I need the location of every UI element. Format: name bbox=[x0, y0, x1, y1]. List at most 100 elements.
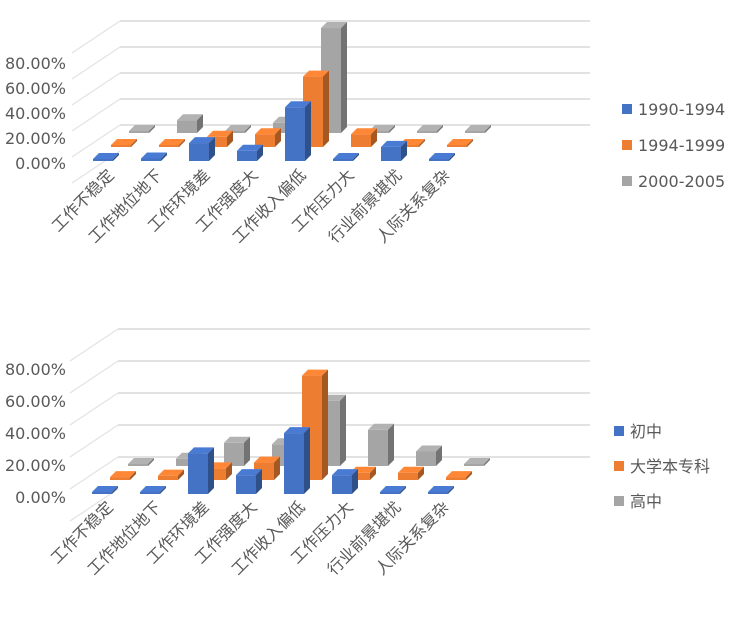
legend-label: 2000-2005 bbox=[638, 172, 725, 191]
bar-side bbox=[178, 469, 184, 480]
bar-front bbox=[416, 451, 436, 466]
bar-2000-2005-人际关系复杂 bbox=[465, 125, 491, 133]
bar-front bbox=[255, 134, 275, 147]
bar-side bbox=[466, 471, 472, 480]
bar-front bbox=[177, 120, 197, 133]
bar-side bbox=[257, 144, 263, 161]
bar-side bbox=[371, 128, 377, 147]
bar-front bbox=[206, 468, 226, 480]
side-gridline bbox=[69, 488, 119, 522]
bar-side bbox=[467, 139, 473, 147]
bar-front bbox=[273, 122, 293, 133]
bar-side bbox=[161, 152, 167, 161]
legend-label: 1990-1994 bbox=[638, 100, 725, 119]
bar-front bbox=[332, 475, 352, 494]
bar-side bbox=[130, 471, 136, 480]
bar-side bbox=[436, 445, 442, 466]
y-tick-label: 40.00% bbox=[5, 104, 66, 123]
bar-大学本专科-工作地位地下 bbox=[158, 469, 184, 480]
bar-side bbox=[160, 486, 166, 494]
bar-top bbox=[416, 445, 442, 452]
bar-side bbox=[400, 486, 406, 494]
bar-top bbox=[303, 70, 329, 77]
bar-front bbox=[158, 475, 178, 480]
bar-top bbox=[92, 486, 118, 492]
legend-item: 1990-1994 bbox=[622, 100, 725, 119]
bar-大学本专科-人际关系复杂 bbox=[446, 471, 472, 480]
legend-label: 1994-1999 bbox=[638, 136, 725, 155]
bar-side bbox=[244, 436, 250, 466]
bar-top bbox=[189, 137, 215, 144]
y-tick-label: 80.00% bbox=[5, 360, 66, 379]
bar-初中-工作地位地下 bbox=[140, 486, 166, 494]
bar-top bbox=[159, 139, 185, 145]
legend-swatch bbox=[622, 104, 632, 114]
bar-side bbox=[323, 70, 329, 147]
bar-1994-1999-工作地位地下 bbox=[159, 139, 185, 147]
legend-label: 初中 bbox=[630, 422, 662, 441]
bar-top bbox=[333, 153, 359, 159]
legend-item: 大学本专科 bbox=[614, 457, 710, 476]
bar-2000-2005-行业前景堪忧 bbox=[417, 125, 443, 133]
bar-side bbox=[226, 462, 232, 480]
y-tick-label: 0.00% bbox=[15, 488, 66, 507]
bar-1990-1994-人际关系复杂 bbox=[429, 153, 455, 161]
bar-side bbox=[370, 466, 376, 480]
y-tick-label: 20.00% bbox=[5, 456, 66, 475]
y-tick-label: 0.00% bbox=[15, 154, 66, 173]
bar-front bbox=[188, 453, 208, 494]
side-gridline bbox=[71, 124, 121, 158]
bar-top bbox=[380, 486, 406, 492]
bar-初中-行业前景堪忧 bbox=[380, 486, 406, 494]
bar-front bbox=[128, 464, 148, 466]
side-gridline bbox=[71, 72, 121, 106]
chart-2: 0.00%20.00%40.00%60.00%80.00%工作不稳定工作地位地下… bbox=[5, 328, 710, 579]
bar-top bbox=[417, 125, 443, 131]
bar-top bbox=[255, 128, 281, 135]
bar-1994-1999-工作环境差 bbox=[207, 130, 233, 147]
bar-2000-2005-工作环境差 bbox=[225, 125, 251, 133]
bar-初中-工作不稳定 bbox=[92, 486, 118, 494]
bar-front bbox=[111, 145, 131, 147]
bar-front bbox=[207, 136, 227, 147]
bar-top bbox=[225, 125, 251, 131]
bar-front bbox=[351, 134, 371, 147]
legend-swatch bbox=[614, 496, 624, 506]
bar-front bbox=[333, 159, 353, 161]
bar-front bbox=[284, 433, 304, 494]
chart-1: 0.00%20.00%40.00%60.00%80.00%工作不稳定工作地位地下… bbox=[5, 20, 725, 247]
bar-top bbox=[465, 125, 491, 131]
bar-side bbox=[208, 447, 214, 494]
bar-front bbox=[110, 477, 130, 480]
bar-高中-工作压力大 bbox=[368, 423, 394, 466]
bar-top bbox=[177, 114, 203, 121]
bar-1994-1999-工作不稳定 bbox=[111, 139, 137, 147]
bar-初中-工作强度大 bbox=[236, 469, 262, 494]
bar-大学本专科-工作不稳定 bbox=[110, 471, 136, 480]
bar-高中-行业前景堪忧 bbox=[416, 445, 442, 466]
bar-front bbox=[236, 475, 256, 494]
bar-top bbox=[464, 458, 490, 464]
bar-front bbox=[429, 159, 449, 161]
bar-1990-1994-工作地位地下 bbox=[141, 152, 167, 161]
bar-side bbox=[305, 101, 311, 161]
side-gridline bbox=[69, 456, 119, 490]
bar-front bbox=[225, 131, 245, 133]
bar-front bbox=[446, 477, 466, 480]
bar-top bbox=[351, 128, 377, 135]
bar-side bbox=[304, 427, 310, 494]
bar-大学本专科-行业前景堪忧 bbox=[398, 466, 424, 480]
bar-front bbox=[368, 429, 388, 466]
legend-swatch bbox=[622, 140, 632, 150]
bar-1990-1994-工作强度大 bbox=[237, 144, 263, 161]
bar-top bbox=[332, 469, 358, 476]
bar-side bbox=[113, 153, 119, 161]
bar-top bbox=[236, 469, 262, 476]
bar-top bbox=[381, 140, 407, 147]
legend-item: 高中 bbox=[614, 492, 662, 511]
bar-初中-工作收入偏低 bbox=[284, 427, 310, 494]
bar-side bbox=[227, 130, 233, 147]
side-gridline bbox=[71, 20, 121, 54]
bar-front bbox=[176, 458, 196, 466]
bar-1994-1999-工作强度大 bbox=[255, 128, 281, 147]
